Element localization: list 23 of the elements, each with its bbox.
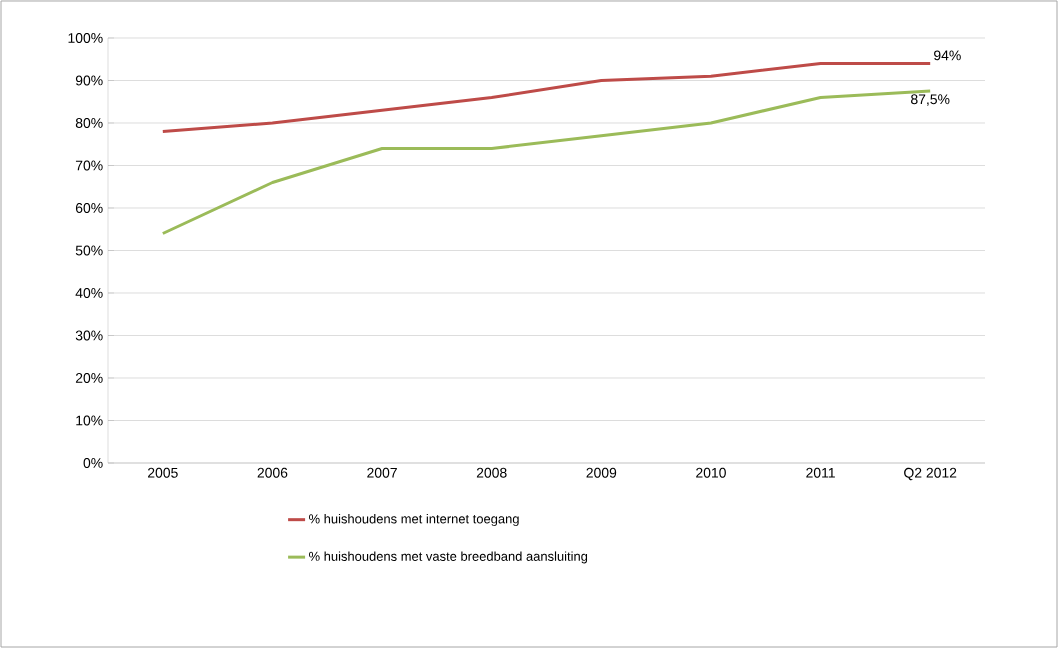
y-tick-label: 80% bbox=[75, 118, 103, 128]
x-tick-label: 2008 bbox=[476, 467, 507, 478]
y-tick-label: 90% bbox=[75, 75, 103, 86]
y-tick-label: 20% bbox=[75, 373, 103, 383]
data-label: 87,5% bbox=[911, 94, 950, 106]
y-tick-label: 0% bbox=[83, 458, 103, 468]
x-tick-label: 2005 bbox=[148, 467, 178, 478]
y-tick-label: 40% bbox=[75, 288, 103, 298]
y-tick-label: 60% bbox=[75, 203, 103, 213]
x-tick-label: 2007 bbox=[367, 467, 397, 478]
y-tick-label: 10% bbox=[76, 415, 103, 426]
x-tick-label: 2006 bbox=[257, 467, 288, 478]
y-tick-label: 100% bbox=[68, 33, 103, 43]
y-tick-label: 30% bbox=[75, 330, 103, 341]
x-tick-label: 2010 bbox=[696, 467, 726, 478]
legend-label: % huishoudens met internet toegang bbox=[309, 513, 519, 527]
data-label: 94% bbox=[934, 50, 961, 61]
legend-label: % huishoudens met vaste breedband aansluiting bbox=[309, 551, 588, 564]
x-tick-label: Q2 2012 bbox=[904, 467, 957, 481]
x-tick-label: 2011 bbox=[806, 467, 835, 478]
x-tick-label: 2009 bbox=[586, 467, 617, 478]
y-tick-label: 70% bbox=[75, 160, 103, 171]
y-tick-label: 50% bbox=[75, 245, 103, 256]
